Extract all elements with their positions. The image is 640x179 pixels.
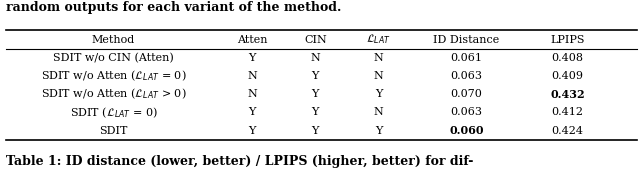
- Text: 0.412: 0.412: [552, 107, 584, 117]
- Text: Y: Y: [248, 107, 256, 117]
- Text: 0.408: 0.408: [552, 53, 584, 63]
- Text: N: N: [248, 71, 257, 81]
- Text: ID Distance: ID Distance: [433, 35, 500, 45]
- Text: Table 1: ID distance (lower, better) / LPIPS (higher, better) for dif-: Table 1: ID distance (lower, better) / L…: [6, 155, 474, 168]
- Text: Y: Y: [312, 89, 319, 99]
- Text: Y: Y: [312, 107, 319, 117]
- Text: Atten: Atten: [237, 35, 268, 45]
- Text: SDIT: SDIT: [99, 125, 128, 136]
- Text: SDIT w/o CIN (Atten): SDIT w/o CIN (Atten): [53, 53, 174, 63]
- Text: Y: Y: [374, 125, 382, 136]
- Text: Y: Y: [312, 71, 319, 81]
- Text: SDIT ($\mathcal{L}_{LAT}$ = 0): SDIT ($\mathcal{L}_{LAT}$ = 0): [70, 105, 157, 120]
- Text: Y: Y: [312, 125, 319, 136]
- Text: Y: Y: [248, 53, 256, 63]
- Text: 0.432: 0.432: [550, 89, 585, 100]
- Text: random outputs for each variant of the method.: random outputs for each variant of the m…: [6, 1, 342, 14]
- Text: 0.409: 0.409: [552, 71, 584, 81]
- Text: N: N: [310, 53, 320, 63]
- Text: Y: Y: [248, 125, 256, 136]
- Text: SDIT w/o Atten ($\mathcal{L}_{LAT}$ > 0): SDIT w/o Atten ($\mathcal{L}_{LAT}$ > 0): [41, 87, 186, 101]
- Text: 0.424: 0.424: [552, 125, 584, 136]
- Text: Y: Y: [374, 89, 382, 99]
- Text: $\mathcal{L}_{LAT}$: $\mathcal{L}_{LAT}$: [366, 33, 390, 46]
- Text: N: N: [248, 89, 257, 99]
- Text: LPIPS: LPIPS: [550, 35, 585, 45]
- Text: 0.061: 0.061: [451, 53, 483, 63]
- Text: Method: Method: [92, 35, 135, 45]
- Text: CIN: CIN: [304, 35, 326, 45]
- Text: N: N: [374, 53, 383, 63]
- Text: SDIT w/o Atten ($\mathcal{L}_{LAT}$ = 0): SDIT w/o Atten ($\mathcal{L}_{LAT}$ = 0): [41, 69, 186, 83]
- Text: 0.060: 0.060: [449, 125, 484, 136]
- Text: 0.063: 0.063: [451, 107, 483, 117]
- Text: N: N: [374, 71, 383, 81]
- Text: 0.063: 0.063: [451, 71, 483, 81]
- Text: N: N: [374, 107, 383, 117]
- Text: 0.070: 0.070: [451, 89, 483, 99]
